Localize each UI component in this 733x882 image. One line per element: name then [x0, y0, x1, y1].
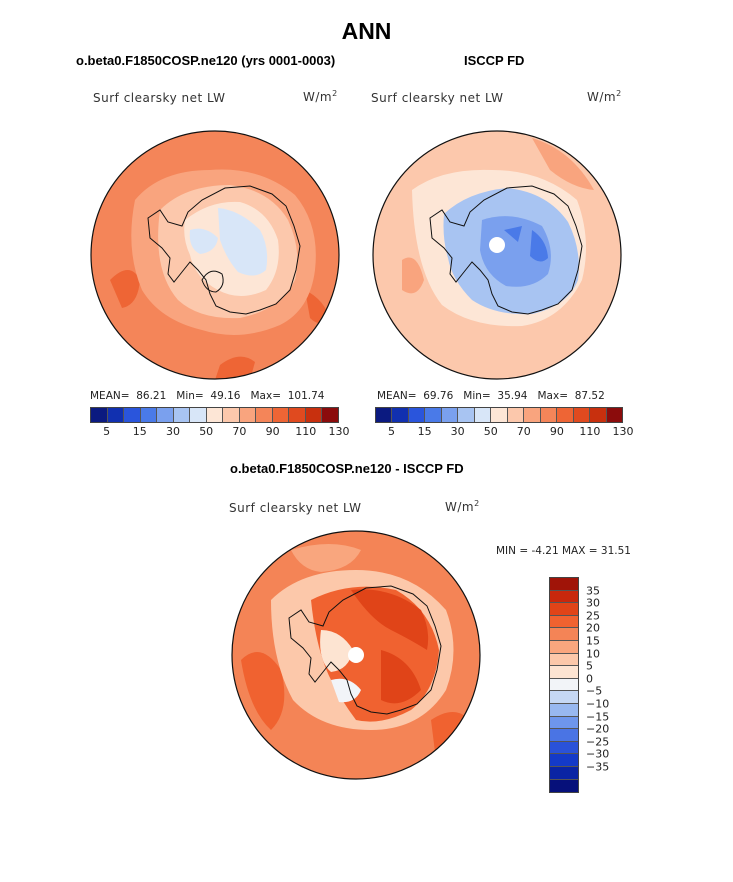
colorbar-tick-label: −25	[586, 735, 610, 749]
colorbar-tick-label: 110	[295, 425, 317, 438]
colorbar-swatch	[550, 640, 578, 654]
colorbar-swatch	[305, 408, 323, 422]
left-stats: MEAN= 86.21 Min= 49.16 Max= 101.74	[90, 390, 325, 402]
colorbar-swatch	[550, 578, 578, 591]
colorbar-swatch	[550, 754, 578, 767]
diff-minmax: MIN = -4.21 MAX = 31.51	[496, 545, 631, 557]
colorbar-swatch	[550, 615, 578, 629]
colorbar-swatch	[550, 590, 578, 604]
colorbar-swatch	[272, 408, 290, 422]
left-units-label: W/m2	[303, 89, 338, 104]
right-variable-label: Surf clearsky net LW	[371, 91, 504, 105]
colorbar-swatch	[550, 729, 578, 742]
colorbar-swatch	[507, 408, 525, 422]
right-colorbar-ticks: 5 15 30 50 70 90 110 130	[375, 425, 633, 439]
colorbar-tick-label: −10	[586, 697, 610, 711]
colorbar-swatch	[91, 408, 108, 422]
colorbar-tick-label: 90	[265, 425, 280, 438]
colorbar-swatch	[256, 408, 273, 422]
colorbar-swatch	[550, 653, 578, 667]
colorbar-swatch	[124, 408, 141, 422]
colorbar-swatch	[322, 408, 338, 422]
colorbar-tick-label: 10	[586, 647, 600, 661]
colorbar-swatch	[540, 408, 558, 422]
colorbar-tick-label: 5	[388, 425, 396, 438]
colorbar-swatch	[376, 408, 393, 422]
colorbar-tick-label: 30	[450, 425, 465, 438]
figure-title: ANN	[341, 18, 392, 44]
right-units-label: W/m2	[587, 89, 622, 104]
diff-colorbar	[549, 577, 579, 794]
colorbar-tick-label: 25	[586, 609, 600, 623]
diff-variable-label: Surf clearsky net LW	[229, 501, 362, 515]
colorbar-tick-label: −30	[586, 747, 610, 761]
colorbar-tick-label: 15	[586, 634, 600, 648]
right-polar-map	[372, 130, 622, 380]
colorbar-tick-label: 20	[586, 621, 600, 635]
colorbar-tick-label: 5	[103, 425, 111, 438]
left-colorbar-ticks: 5 15 30 50 70 90 110 130	[90, 425, 349, 439]
colorbar-tick-label: −20	[586, 722, 610, 736]
colorbar-swatch	[550, 716, 578, 730]
colorbar-swatch	[550, 703, 578, 717]
colorbar-tick-label: 5	[586, 659, 593, 673]
colorbar-swatch	[550, 628, 578, 641]
colorbar-swatch	[550, 691, 578, 704]
colorbar-swatch	[206, 408, 224, 422]
colorbar-tick-label: 130	[328, 425, 350, 438]
colorbar-tick-label: 50	[199, 425, 214, 438]
colorbar-swatch	[408, 408, 426, 422]
colorbar-tick-label: 35	[586, 584, 600, 598]
colorbar-tick-label: 70	[232, 425, 247, 438]
colorbar-swatch	[573, 408, 591, 422]
diff-polar-map	[231, 530, 481, 780]
colorbar-swatch	[550, 678, 578, 692]
colorbar-tick-label: 30	[586, 596, 600, 610]
colorbar-swatch	[590, 408, 607, 422]
left-polar-map	[90, 130, 340, 380]
colorbar-swatch	[474, 408, 492, 422]
colorbar-tick-label: −5	[586, 684, 603, 698]
colorbar-tick-label: 50	[483, 425, 498, 438]
colorbar-swatch	[223, 408, 240, 422]
colorbar-tick-label: 15	[132, 425, 147, 438]
diff-units-label: W/m2	[445, 499, 480, 514]
colorbar-swatch	[550, 766, 578, 780]
colorbar-swatch	[606, 408, 623, 422]
left-panel-title: o.beta0.F1850COSP.ne120 (yrs 0001-0003)	[76, 53, 336, 68]
colorbar-swatch	[550, 603, 578, 616]
colorbar-tick-label: −15	[586, 710, 610, 724]
colorbar-swatch	[392, 408, 409, 422]
right-colorbar	[375, 407, 623, 423]
colorbar-swatch	[550, 666, 578, 679]
colorbar-swatch	[524, 408, 541, 422]
colorbar-tick-label: 110	[579, 425, 601, 438]
left-variable-label: Surf clearsky net LW	[93, 91, 226, 105]
colorbar-swatch	[550, 779, 578, 793]
colorbar-swatch	[425, 408, 442, 422]
colorbar-swatch	[441, 408, 459, 422]
colorbar-tick-label: 30	[166, 425, 180, 438]
colorbar-swatch	[173, 408, 191, 422]
right-panel-title: ISCCP FD	[464, 53, 525, 68]
colorbar-swatch	[550, 741, 578, 755]
colorbar-tick-label: 0	[586, 672, 593, 686]
colorbar-swatch	[190, 408, 207, 422]
colorbar-swatch	[239, 408, 257, 422]
diff-panel-title: o.beta0.F1850COSP.ne120 - ISCCP FD	[230, 461, 464, 476]
colorbar-swatch	[491, 408, 508, 422]
colorbar-swatch	[140, 408, 158, 422]
colorbar-swatch	[107, 408, 125, 422]
colorbar-tick-label: 130	[612, 425, 634, 438]
right-stats: MEAN= 69.76 Min= 35.94 Max= 87.52	[377, 390, 605, 402]
colorbar-swatch	[458, 408, 475, 422]
colorbar-tick-label: 90	[549, 425, 564, 438]
colorbar-tick-label: −35	[586, 760, 610, 774]
colorbar-swatch	[289, 408, 306, 422]
colorbar-swatch	[157, 408, 174, 422]
left-colorbar	[90, 407, 339, 423]
colorbar-swatch	[557, 408, 574, 422]
colorbar-tick-label: 15	[417, 425, 432, 438]
colorbar-tick-label: 70	[516, 425, 531, 438]
